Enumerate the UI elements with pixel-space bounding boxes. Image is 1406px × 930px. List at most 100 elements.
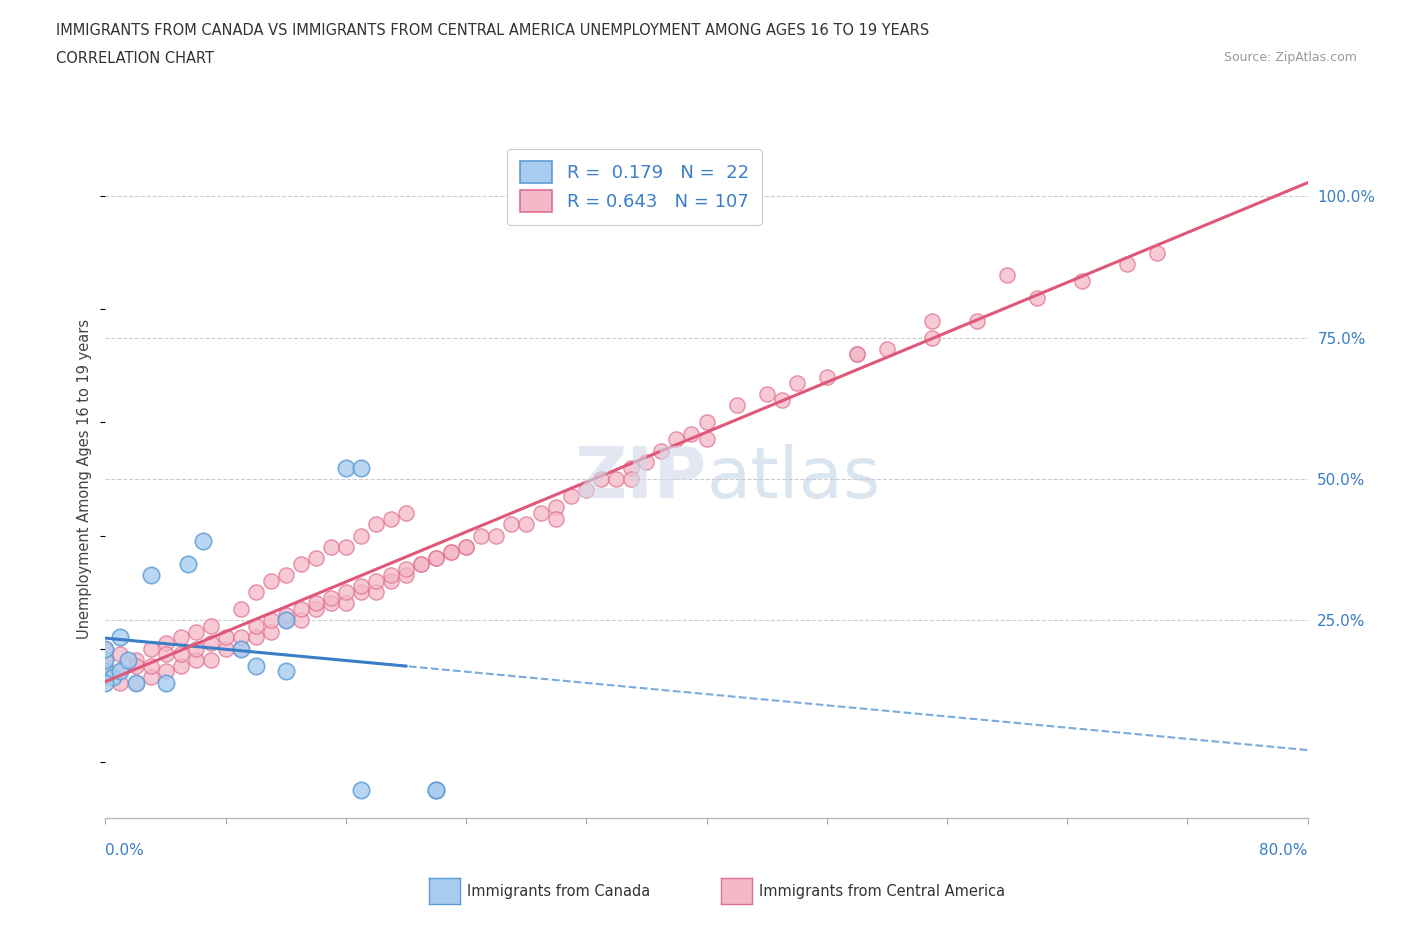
Point: [124, 675, 146, 690]
Point: [305, 596, 328, 611]
Point: [650, 444, 672, 458]
Text: atlas: atlas: [707, 445, 882, 513]
Point: [636, 455, 658, 470]
Point: [94, 670, 117, 684]
Point: [350, 585, 373, 600]
Point: [94, 642, 117, 657]
Point: [290, 556, 312, 571]
Point: [305, 602, 328, 617]
Point: [560, 488, 582, 503]
Y-axis label: Unemployment Among Ages 16 to 19 years: Unemployment Among Ages 16 to 19 years: [77, 319, 93, 639]
Point: [110, 675, 132, 690]
Point: [169, 647, 191, 662]
Point: [770, 392, 793, 407]
Point: [139, 670, 162, 684]
Point: [139, 567, 162, 582]
Point: [725, 398, 748, 413]
Point: [440, 545, 463, 560]
Point: [214, 642, 236, 657]
Point: [229, 602, 252, 617]
Point: [319, 591, 342, 605]
Text: Immigrants from Canada: Immigrants from Canada: [467, 884, 650, 899]
Point: [110, 630, 132, 644]
Point: [1116, 257, 1139, 272]
Point: [229, 630, 252, 644]
Point: [350, 783, 373, 798]
Point: [245, 630, 267, 644]
Point: [200, 635, 222, 650]
Point: [425, 551, 447, 565]
Text: 0.0%: 0.0%: [105, 844, 145, 858]
Point: [177, 556, 200, 571]
Point: [681, 426, 703, 441]
Point: [155, 647, 177, 662]
Point: [815, 370, 838, 385]
Point: [335, 596, 357, 611]
Point: [274, 613, 297, 628]
Point: [845, 347, 868, 362]
Point: [696, 415, 718, 430]
Point: [995, 268, 1018, 283]
Point: [124, 658, 146, 673]
Point: [169, 630, 191, 644]
Point: [335, 585, 357, 600]
Point: [395, 567, 418, 582]
Text: 80.0%: 80.0%: [1260, 844, 1308, 858]
Point: [364, 585, 387, 600]
Point: [470, 528, 492, 543]
Point: [229, 642, 252, 657]
Point: [184, 642, 207, 657]
Point: [575, 483, 598, 498]
Point: [290, 602, 312, 617]
Point: [124, 675, 146, 690]
Point: [94, 653, 117, 668]
Point: [319, 596, 342, 611]
Point: [214, 630, 236, 644]
Text: Source: ZipAtlas.com: Source: ZipAtlas.com: [1223, 51, 1357, 64]
Point: [620, 460, 643, 475]
Point: [94, 664, 117, 679]
Point: [966, 313, 988, 328]
Point: [155, 635, 177, 650]
Point: [350, 579, 373, 594]
Point: [395, 506, 418, 521]
Point: [350, 460, 373, 475]
Point: [1026, 290, 1049, 305]
Point: [139, 642, 162, 657]
Point: [845, 347, 868, 362]
Point: [364, 517, 387, 532]
Point: [380, 573, 402, 589]
Point: [319, 539, 342, 554]
Point: [425, 783, 447, 798]
Point: [117, 653, 139, 668]
Point: [350, 528, 373, 543]
Point: [229, 642, 252, 657]
Point: [665, 432, 688, 446]
Point: [380, 567, 402, 582]
Point: [305, 551, 328, 565]
Text: CORRELATION CHART: CORRELATION CHART: [56, 51, 214, 66]
Point: [110, 664, 132, 679]
Point: [876, 341, 898, 356]
Text: ZIP: ZIP: [574, 445, 707, 513]
Point: [364, 573, 387, 589]
Point: [260, 613, 283, 628]
Point: [409, 556, 432, 571]
Point: [94, 664, 117, 679]
Point: [605, 472, 627, 486]
Point: [94, 675, 117, 690]
Point: [260, 624, 283, 639]
Point: [546, 499, 568, 514]
Point: [184, 653, 207, 668]
Point: [110, 664, 132, 679]
Point: [409, 556, 432, 571]
Point: [245, 585, 267, 600]
Point: [454, 539, 477, 554]
Point: [200, 653, 222, 668]
Point: [274, 613, 297, 628]
Point: [921, 330, 943, 345]
Point: [94, 642, 117, 657]
Legend: R =  0.179   N =  22, R = 0.643   N = 107: R = 0.179 N = 22, R = 0.643 N = 107: [508, 149, 762, 225]
Point: [1071, 273, 1094, 288]
Point: [1146, 246, 1168, 260]
